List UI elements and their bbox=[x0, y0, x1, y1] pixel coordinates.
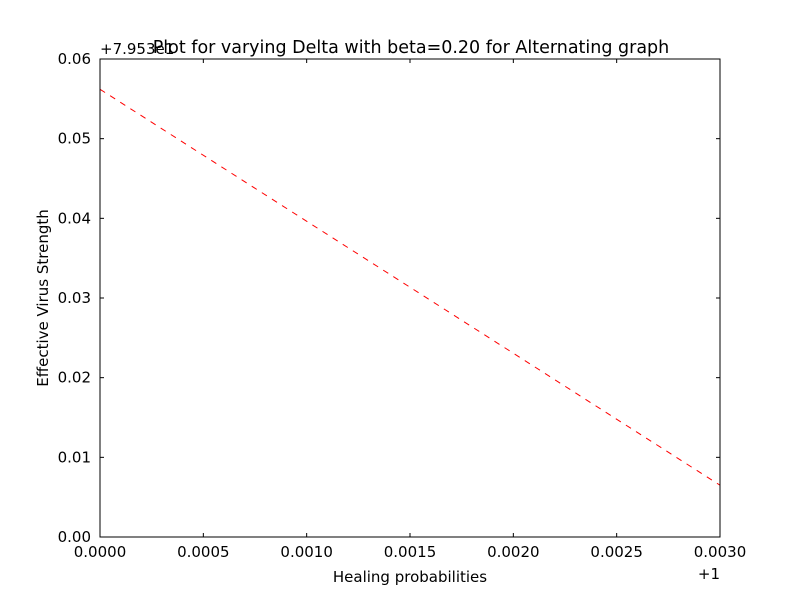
x-tick-label: 0.0020 bbox=[487, 543, 540, 561]
x-tick-label: 0.0025 bbox=[590, 543, 643, 561]
x-tick-label: 0.0015 bbox=[384, 543, 437, 561]
y-tick-label: 0.02 bbox=[58, 369, 91, 387]
y-axis-offset-label: +7.953e1 bbox=[100, 40, 174, 58]
y-tick-label: 0.04 bbox=[58, 209, 91, 227]
plot-area bbox=[100, 59, 720, 537]
y-tick-label: 0.06 bbox=[58, 50, 91, 68]
y-tick-label: 0.05 bbox=[58, 130, 91, 148]
y-tick-label: 0.00 bbox=[58, 528, 91, 546]
x-tick-label: 0.0010 bbox=[280, 543, 333, 561]
y-axis-label: Effective Virus Strength bbox=[34, 209, 52, 386]
y-tick-label: 0.01 bbox=[58, 448, 91, 466]
x-axis-label: Healing probabilities bbox=[333, 568, 487, 586]
series-layer bbox=[99, 88, 721, 486]
series-line bbox=[99, 88, 721, 486]
chart-title: Plot for varying Delta with beta=0.20 fo… bbox=[153, 38, 670, 58]
y-axis-ticks: 0.00 0.01 0.02 0.03 0.04 0.05 0.06 bbox=[58, 50, 720, 546]
x-tick-label: 0.0005 bbox=[177, 543, 230, 561]
x-axis-ticks: 0.0000 0.0005 0.0010 0.0015 0.0020 0.0025 0.00… bbox=[74, 59, 747, 561]
x-tick-label: 0.0030 bbox=[694, 543, 747, 561]
y-tick-label: 0.03 bbox=[58, 289, 91, 307]
x-axis-offset-label: +1 bbox=[698, 565, 720, 583]
x-tick-label: 0.0000 bbox=[74, 543, 127, 561]
